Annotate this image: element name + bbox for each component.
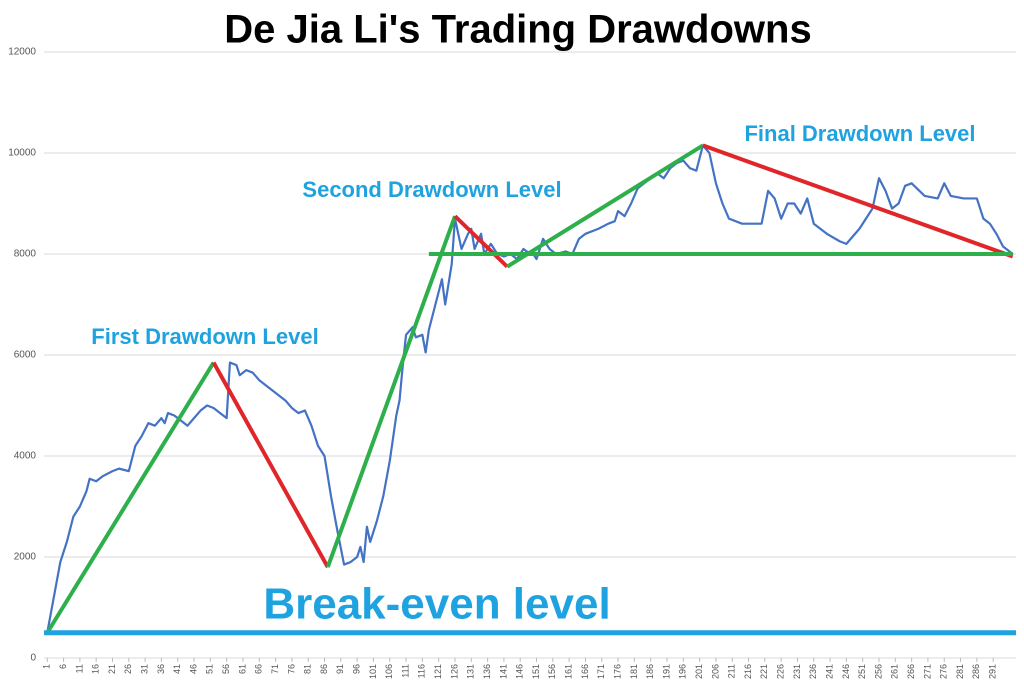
x-tick-label: 196 — [678, 664, 688, 679]
x-tick-label: 96 — [352, 664, 362, 674]
x-tick-label: 171 — [596, 664, 606, 679]
x-tick-label: 16 — [91, 664, 101, 674]
x-tick-label: 226 — [776, 664, 786, 679]
y-tick-label: 10000 — [8, 148, 36, 159]
x-tick-label: 201 — [694, 664, 704, 679]
x-tick-label: 136 — [482, 664, 492, 679]
y-tick-label: 2000 — [14, 552, 37, 563]
x-tick-label: 81 — [303, 664, 313, 674]
y-tick-label: 8000 — [14, 249, 37, 260]
trend-line — [702, 143, 1014, 259]
x-tick-label: 141 — [498, 664, 508, 679]
x-tick-label: 286 — [971, 664, 981, 679]
x-tick-label: 246 — [841, 664, 851, 679]
x-tick-label: 121 — [433, 664, 443, 679]
x-tick-label: 46 — [188, 664, 198, 674]
x-tick-label: 21 — [107, 664, 117, 674]
x-tick-label: 236 — [808, 664, 818, 679]
trend-line — [45, 361, 216, 634]
y-tick-label: 6000 — [14, 350, 37, 361]
x-tick-label: 166 — [580, 664, 590, 679]
x-tick-label: 191 — [661, 664, 671, 679]
x-tick-label: 6 — [58, 664, 68, 669]
x-tick-label: 216 — [743, 664, 753, 679]
x-tick-label: 126 — [449, 664, 459, 679]
x-tick-label: 71 — [270, 664, 280, 674]
x-tick-label: 106 — [384, 664, 394, 679]
x-tick-label: 261 — [890, 664, 900, 679]
x-tick-label: 146 — [515, 664, 525, 679]
x-tick-label: 41 — [172, 664, 182, 674]
annotation: Second Drawdown Level — [302, 177, 561, 202]
trend-line — [211, 361, 330, 569]
x-tick-label: 276 — [939, 664, 949, 679]
x-tick-label: 61 — [237, 664, 247, 674]
x-tick-label: 1 — [42, 664, 52, 669]
annotation: First Drawdown Level — [91, 324, 318, 349]
x-tick-label: 26 — [123, 664, 133, 674]
x-tick-label: 156 — [547, 664, 557, 679]
annotation: Break-even level — [263, 580, 610, 629]
x-tick-label: 51 — [205, 664, 215, 674]
x-tick-label: 36 — [156, 664, 166, 674]
x-tick-label: 251 — [857, 664, 867, 679]
trend-line — [506, 143, 704, 269]
trend-line — [453, 214, 509, 269]
x-tick-label: 56 — [221, 664, 231, 674]
x-tick-label: 271 — [922, 664, 932, 679]
x-tick-label: 151 — [531, 664, 541, 679]
x-tick-label: 176 — [612, 664, 622, 679]
x-tick-label: 291 — [988, 664, 998, 679]
x-tick-label: 266 — [906, 664, 916, 679]
x-tick-label: 161 — [564, 664, 574, 679]
annotation: Final Drawdown Level — [744, 121, 975, 146]
chart-title: De Jia Li's Trading Drawdowns — [224, 8, 811, 52]
x-tick-label: 131 — [466, 664, 476, 679]
x-tick-label: 111 — [400, 664, 410, 678]
x-tick-label: 241 — [824, 664, 834, 679]
x-tick-label: 211 — [727, 664, 737, 678]
x-tick-label: 281 — [955, 664, 965, 679]
x-tick-label: 66 — [254, 664, 264, 674]
x-tick-label: 101 — [368, 664, 378, 679]
x-tick-label: 186 — [645, 664, 655, 679]
x-tick-label: 116 — [417, 664, 427, 678]
x-tick-label: 11 — [74, 664, 84, 673]
y-tick-label: 0 — [30, 653, 36, 664]
x-tick-label: 181 — [629, 664, 639, 679]
y-tick-label: 4000 — [14, 451, 37, 462]
x-tick-label: 231 — [792, 664, 802, 679]
x-tick-label: 86 — [319, 664, 329, 674]
x-tick-label: 256 — [873, 664, 883, 679]
x-tick-label: 91 — [335, 664, 345, 674]
x-tick-label: 206 — [710, 664, 720, 679]
trend-line — [325, 215, 457, 568]
x-tick-label: 31 — [139, 664, 149, 674]
data-line — [46, 144, 1014, 633]
x-tick-label: 221 — [759, 664, 769, 679]
x-tick-label: 76 — [286, 664, 296, 674]
y-tick-label: 12000 — [8, 47, 36, 58]
